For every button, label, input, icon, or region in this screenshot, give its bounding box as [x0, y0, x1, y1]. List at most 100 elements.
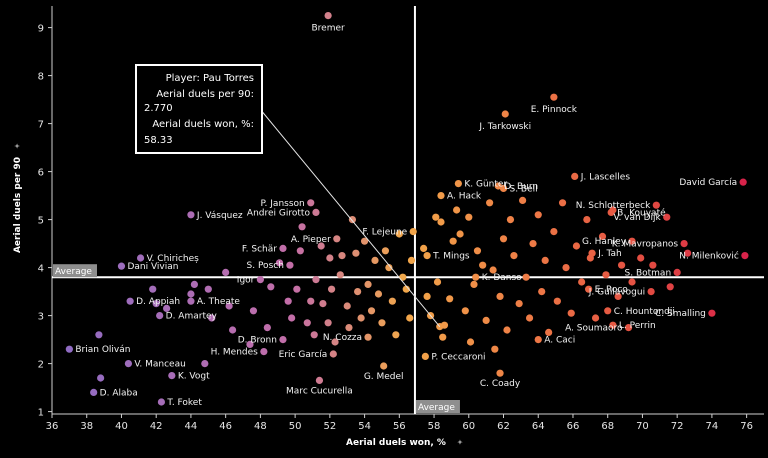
data-point[interactable]: [437, 192, 445, 200]
data-point[interactable]: [496, 369, 504, 377]
data-point[interactable]: [267, 283, 275, 291]
data-point[interactable]: [432, 213, 440, 221]
data-point[interactable]: [501, 110, 509, 118]
data-point[interactable]: [208, 314, 216, 322]
data-point[interactable]: [246, 340, 254, 348]
data-point[interactable]: [479, 261, 487, 269]
data-point[interactable]: [624, 324, 633, 332]
data-point[interactable]: [618, 261, 626, 269]
data-point[interactable]: [465, 213, 473, 221]
data-point[interactable]: [609, 321, 617, 329]
data-point[interactable]: [708, 309, 716, 317]
data-point[interactable]: [553, 297, 561, 305]
data-point[interactable]: [534, 211, 542, 219]
data-point[interactable]: [652, 201, 660, 209]
data-point[interactable]: [588, 249, 596, 257]
data-point[interactable]: [152, 300, 160, 308]
data-point[interactable]: [327, 285, 336, 293]
data-point[interactable]: [343, 302, 351, 310]
data-point[interactable]: [637, 254, 645, 262]
data-point[interactable]: [454, 180, 462, 188]
data-point[interactable]: [364, 333, 372, 341]
data-point[interactable]: [515, 300, 523, 308]
data-point[interactable]: [453, 206, 461, 214]
data-point[interactable]: [466, 338, 475, 346]
data-point[interactable]: [156, 312, 164, 320]
data-point[interactable]: [149, 285, 157, 293]
data-point[interactable]: [256, 276, 264, 284]
data-point[interactable]: [378, 319, 386, 327]
data-point[interactable]: [529, 240, 537, 248]
data-point[interactable]: [354, 288, 362, 296]
data-point[interactable]: [472, 273, 480, 281]
data-point[interactable]: [307, 199, 315, 207]
data-point[interactable]: [357, 314, 365, 322]
data-point[interactable]: [567, 309, 575, 317]
data-point[interactable]: [541, 256, 549, 264]
data-point[interactable]: [680, 240, 688, 248]
data-point[interactable]: [663, 213, 671, 221]
data-point[interactable]: [399, 273, 407, 281]
data-point[interactable]: [437, 218, 445, 226]
data-point[interactable]: [628, 237, 636, 245]
data-point[interactable]: [666, 283, 674, 291]
data-point[interactable]: [187, 211, 195, 219]
data-point[interactable]: [604, 307, 612, 315]
data-point[interactable]: [163, 304, 171, 312]
data-point[interactable]: [229, 326, 237, 334]
data-point[interactable]: [496, 292, 504, 300]
data-point[interactable]: [534, 336, 542, 344]
data-point[interactable]: [263, 324, 271, 332]
data-point[interactable]: [319, 300, 327, 308]
data-point[interactable]: [392, 331, 400, 339]
data-point[interactable]: [602, 271, 610, 279]
data-point[interactable]: [614, 292, 622, 300]
data-point[interactable]: [506, 216, 515, 224]
data-point[interactable]: [409, 228, 417, 236]
data-point[interactable]: [124, 360, 133, 368]
data-point[interactable]: [446, 295, 454, 303]
data-point[interactable]: [388, 297, 396, 305]
data-point[interactable]: [157, 398, 166, 406]
data-point[interactable]: [525, 314, 534, 322]
data-point[interactable]: [550, 93, 558, 101]
data-point[interactable]: [95, 331, 103, 339]
data-point[interactable]: [598, 232, 607, 240]
data-point[interactable]: [538, 288, 546, 296]
data-point[interactable]: [503, 326, 511, 334]
data-point[interactable]: [317, 242, 325, 250]
data-point[interactable]: [352, 249, 360, 257]
data-point[interactable]: [279, 336, 287, 344]
data-point[interactable]: [187, 297, 195, 305]
data-point[interactable]: [333, 235, 341, 243]
data-point[interactable]: [673, 268, 681, 276]
data-point[interactable]: [439, 333, 447, 341]
data-point[interactable]: [331, 338, 339, 346]
data-point[interactable]: [491, 345, 499, 353]
data-point[interactable]: [168, 372, 176, 380]
data-point[interactable]: [364, 280, 372, 288]
data-point[interactable]: [402, 285, 410, 293]
data-point[interactable]: [222, 268, 230, 276]
data-point[interactable]: [336, 271, 344, 279]
data-point[interactable]: [298, 223, 306, 231]
data-point[interactable]: [628, 278, 636, 286]
data-point[interactable]: [381, 247, 390, 255]
data-point[interactable]: [348, 216, 357, 224]
data-point[interactable]: [324, 12, 332, 20]
data-point[interactable]: [374, 290, 383, 298]
data-point[interactable]: [187, 290, 195, 298]
data-point[interactable]: [90, 388, 98, 396]
data-point[interactable]: [649, 261, 657, 269]
data-point[interactable]: [296, 247, 304, 255]
data-point[interactable]: [136, 254, 145, 262]
data-point[interactable]: [421, 352, 429, 360]
data-point[interactable]: [312, 208, 320, 216]
data-point[interactable]: [279, 244, 287, 252]
data-point[interactable]: [385, 264, 393, 272]
data-point[interactable]: [519, 196, 527, 204]
data-point[interactable]: [284, 297, 292, 305]
data-point[interactable]: [489, 266, 497, 274]
data-point[interactable]: [407, 256, 416, 264]
data-point[interactable]: [456, 230, 464, 238]
